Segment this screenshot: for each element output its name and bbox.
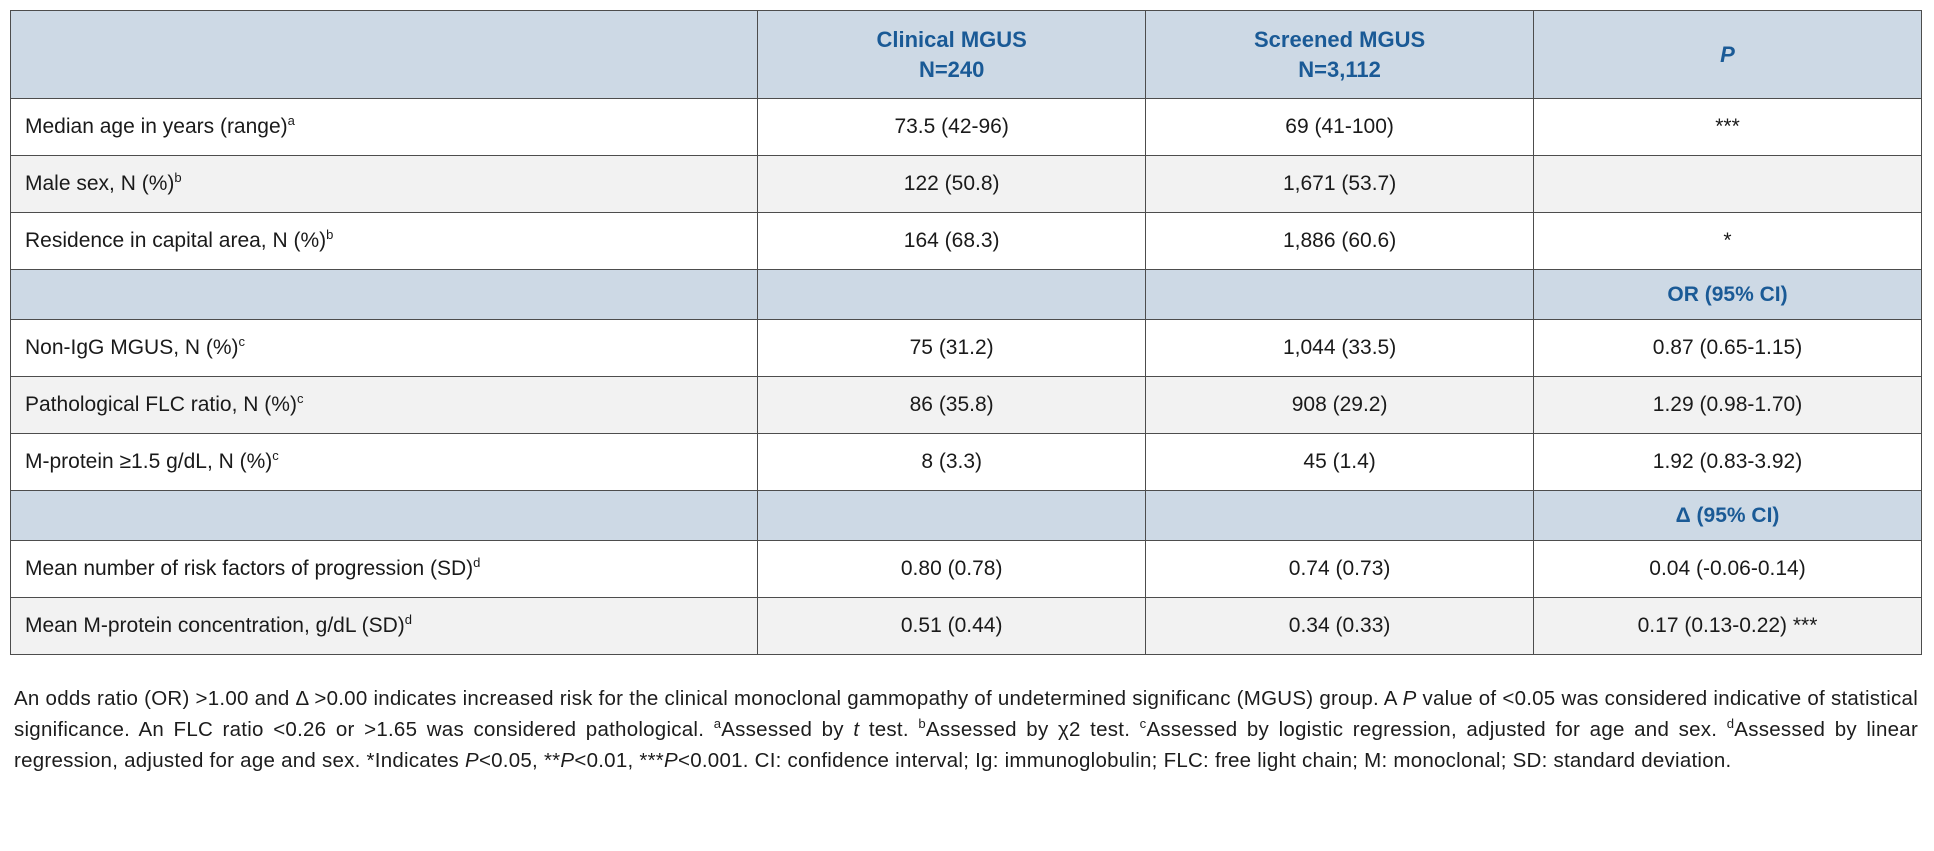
screened-mgus-column-header: Screened MGUS N=3,112 <box>1145 10 1535 99</box>
table-row-male-sex: Male sex, N (%)b 122 (50.8) 1,671 (53.7) <box>9 155 1922 213</box>
footnote-marker: b <box>174 170 182 185</box>
row-label: Pathological FLC ratio, N (%) <box>25 393 297 416</box>
table-row-m-protein-concentration: Mean M-protein concentration, g/dL (SD)d… <box>9 597 1922 655</box>
clinical-value-cell: 73.5 (42-96) <box>757 98 1147 156</box>
section-empty-cell <box>757 269 1147 320</box>
p-value-cell: 0.04 (-0.06-0.14) <box>1533 540 1922 598</box>
row-label: Residence in capital area, N (%) <box>25 229 327 252</box>
section-empty-cell <box>1145 269 1535 320</box>
screened-mgus-header-line2: N=3,112 <box>1298 56 1381 82</box>
screened-value-cell: 45 (1.4) <box>1145 433 1535 491</box>
section-empty-cell <box>1145 490 1535 541</box>
clinical-value-cell: 0.80 (0.78) <box>757 540 1147 598</box>
row-label: Male sex, N (%) <box>25 172 175 195</box>
screened-mgus-header-line1: Screened MGUS <box>1254 26 1426 52</box>
screened-value-cell: 1,671 (53.7) <box>1145 155 1535 213</box>
empty-header-cell <box>9 10 759 99</box>
screened-value-cell: 908 (29.2) <box>1145 376 1535 434</box>
or-ci-section-header: OR (95% CI) <box>1533 269 1922 320</box>
clinical-value-cell: 122 (50.8) <box>757 155 1147 213</box>
clinical-value-cell: 75 (31.2) <box>757 319 1147 377</box>
clinical-mgus-header-line2: N=240 <box>918 56 985 82</box>
table-footnote: An odds ratio (OR) >1.00 and Δ >0.00 ind… <box>14 687 1919 772</box>
page: Clinical MGUS N=240 Screened MGUS N=3,11… <box>9 10 1922 772</box>
footnote-marker: c <box>238 334 246 349</box>
row-label: Non-IgG MGUS, N (%) <box>25 336 239 359</box>
clinical-value-cell: 164 (68.3) <box>757 212 1147 270</box>
row-label-cell: M-protein ≥1.5 g/dL, N (%)c <box>9 433 759 491</box>
clinical-value-cell: 8 (3.3) <box>757 433 1147 491</box>
clinical-mgus-column-header: Clinical MGUS N=240 <box>757 10 1147 99</box>
section-empty-cell <box>9 490 759 541</box>
screened-value-cell: 69 (41-100) <box>1145 98 1535 156</box>
section-empty-cell <box>757 490 1147 541</box>
row-label-cell: Pathological FLC ratio, N (%)c <box>9 376 759 434</box>
row-label-cell: Mean M-protein concentration, g/dL (SD)d <box>9 597 759 655</box>
row-label-cell: Male sex, N (%)b <box>9 155 759 213</box>
p-value-cell: * <box>1533 212 1922 270</box>
table-row-median-age: Median age in years (range)a 73.5 (42-96… <box>9 98 1922 156</box>
footnote-marker: a <box>287 113 295 128</box>
clinical-mgus-header-line1: Clinical MGUS <box>876 26 1027 52</box>
screened-value-cell: 0.34 (0.33) <box>1145 597 1535 655</box>
table-row-residence: Residence in capital area, N (%)b 164 (6… <box>9 212 1922 270</box>
table-row-risk-factors: Mean number of risk factors of progressi… <box>9 540 1922 598</box>
clinical-value-cell: 86 (35.8) <box>757 376 1147 434</box>
table-row-m-protein: M-protein ≥1.5 g/dL, N (%)c 8 (3.3) 45 (… <box>9 433 1922 491</box>
row-label: Mean M-protein concentration, g/dL (SD) <box>25 614 405 637</box>
footnote-marker: d <box>404 612 412 627</box>
section-row-odds-ratio: OR (95% CI) <box>9 269 1922 320</box>
row-label-cell: Non-IgG MGUS, N (%)c <box>9 319 759 377</box>
footnote-marker: c <box>296 391 304 406</box>
screened-value-cell: 0.74 (0.73) <box>1145 540 1535 598</box>
p-value-cell: 0.87 (0.65-1.15) <box>1533 319 1922 377</box>
p-value-cell: 1.29 (0.98-1.70) <box>1533 376 1922 434</box>
section-empty-cell <box>9 269 759 320</box>
mgus-comparison-table: Clinical MGUS N=240 Screened MGUS N=3,11… <box>9 10 1922 655</box>
row-label-cell: Median age in years (range)a <box>9 98 759 156</box>
delta-ci-section-header: Δ (95% CI) <box>1533 490 1922 541</box>
row-label-cell: Mean number of risk factors of progressi… <box>9 540 759 598</box>
row-label: M-protein ≥1.5 g/dL, N (%) <box>25 450 273 473</box>
p-value-cell: *** <box>1533 98 1922 156</box>
p-value-cell: 1.92 (0.83-3.92) <box>1533 433 1922 491</box>
row-label: Median age in years (range) <box>25 115 288 138</box>
row-label: Mean number of risk factors of progressi… <box>25 557 474 580</box>
footnote-marker: c <box>272 448 279 463</box>
table-row-flc-ratio: Pathological FLC ratio, N (%)c 86 (35.8)… <box>9 376 1922 434</box>
footnote-marker: d <box>473 555 481 570</box>
screened-value-cell: 1,886 (60.6) <box>1145 212 1535 270</box>
p-value-cell: 0.17 (0.13-0.22) *** <box>1533 597 1922 655</box>
footnote-marker: b <box>326 227 334 242</box>
screened-value-cell: 1,044 (33.5) <box>1145 319 1535 377</box>
table-row-non-igg: Non-IgG MGUS, N (%)c 75 (31.2) 1,044 (33… <box>9 319 1922 377</box>
p-value-cell <box>1533 155 1922 213</box>
row-label-cell: Residence in capital area, N (%)b <box>9 212 759 270</box>
table-header-row: Clinical MGUS N=240 Screened MGUS N=3,11… <box>9 10 1922 99</box>
section-row-delta: Δ (95% CI) <box>9 490 1922 541</box>
p-column-header: P <box>1533 10 1922 99</box>
clinical-value-cell: 0.51 (0.44) <box>757 597 1147 655</box>
